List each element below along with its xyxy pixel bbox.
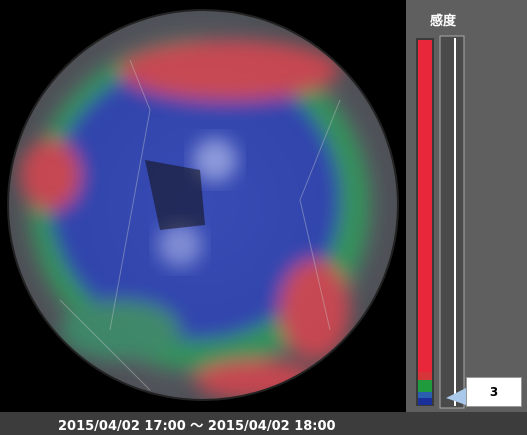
sensitivity-scale: [416, 35, 466, 409]
slider-value: 3: [466, 377, 522, 407]
slider-track[interactable]: [439, 35, 465, 409]
time-range: 2015/04/02 17:00 ～ 2015/04/02 18:00: [58, 419, 336, 434]
footer: 2015/04/02 17:00 ～ 2015/04/02 18:00: [0, 412, 527, 435]
sensitivity-panel: 感度: [406, 0, 527, 412]
panel-title: 感度: [430, 14, 457, 29]
slider-handle[interactable]: [446, 388, 466, 405]
fisheye-heatmap: [7, 9, 399, 401]
